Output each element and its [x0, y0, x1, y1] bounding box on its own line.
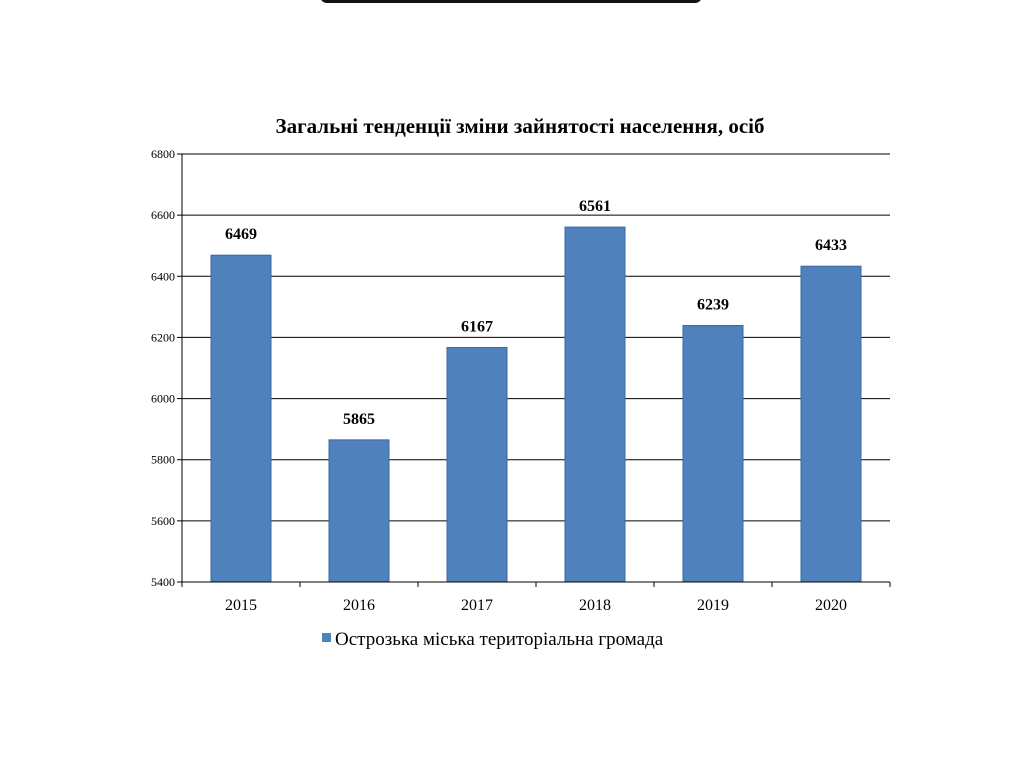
bar [800, 265, 862, 583]
y-tick-label: 5400 [151, 575, 175, 589]
x-tick-label: 2015 [225, 597, 257, 614]
data-label: 6167 [461, 319, 493, 336]
bar [564, 226, 626, 583]
chart-title: Загальні тенденції зміни зайнятості насе… [276, 114, 765, 138]
y-tick-label: 5800 [151, 453, 175, 467]
x-tick-label: 2018 [579, 597, 611, 614]
data-label: 6561 [579, 198, 611, 215]
top-bar-decoration [320, 0, 702, 3]
x-tick-label: 2020 [815, 597, 847, 614]
y-tick-label: 6200 [151, 330, 175, 344]
legend-label: Острозька міська територіальна громада [335, 629, 664, 650]
bar [210, 254, 272, 583]
gridlines [182, 153, 890, 583]
y-tick-label: 5600 [151, 514, 175, 528]
y-tick-label: 6800 [151, 147, 175, 161]
bars [210, 226, 862, 583]
x-tick-label: 2019 [697, 597, 729, 614]
legend: Острозька міська територіальна громада [322, 629, 664, 650]
bar [446, 347, 508, 583]
x-tick-label: 2017 [461, 597, 493, 614]
data-label: 6433 [815, 237, 847, 254]
legend-swatch [322, 633, 331, 642]
axes [177, 153, 891, 587]
y-tick-label: 6600 [151, 208, 175, 222]
x-tick-label: 2016 [343, 597, 375, 614]
bar [328, 439, 390, 583]
data-label: 6469 [225, 226, 257, 243]
bar [682, 325, 744, 583]
y-tick-label: 6000 [151, 392, 175, 406]
labels: 6800 6600 6400 6200 6000 5800 5600 5400 6469 2015… [151, 147, 847, 614]
data-label: 5865 [343, 411, 375, 428]
data-label: 6239 [697, 297, 729, 314]
y-tick-label: 6400 [151, 269, 175, 283]
